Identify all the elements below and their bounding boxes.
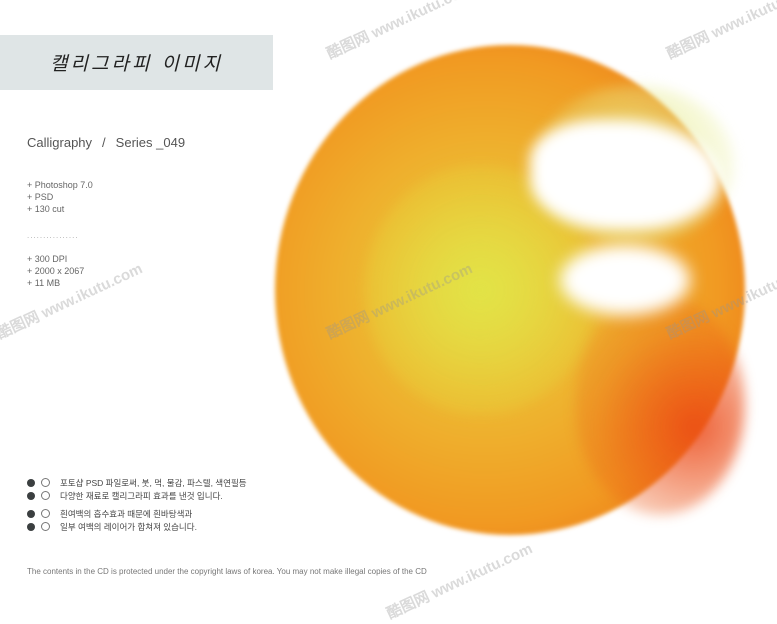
series-name: Series _049 bbox=[115, 135, 186, 150]
note-text: 흰여백의 흡수효과 때문에 흰바탕색과 bbox=[60, 508, 193, 519]
note-text: 포토샵 PSD 파일로써, 붓, 먹, 물감, 파스텔, 색연필등 bbox=[60, 477, 247, 488]
spec-item: + 2000 x 2067 bbox=[27, 266, 85, 276]
spec-item: + 11 MB bbox=[27, 278, 61, 288]
notes: 포토샵 PSD 파일로써, 붓, 먹, 물감, 파스텔, 색연필등 다양한 재료… bbox=[27, 476, 247, 533]
watermark: 酷图网 www.ikutu.com bbox=[384, 540, 536, 623]
bullet-empty-icon bbox=[41, 509, 50, 518]
copyright-notice: The contents in the CD is protected unde… bbox=[27, 567, 427, 576]
series-separator: / bbox=[102, 135, 106, 150]
note-row: 다양한 재료로 캘리그라피 효과를 낸것 입니다. bbox=[27, 489, 247, 502]
note-text: 다양한 재료로 캘리그라피 효과를 낸것 입니다. bbox=[60, 490, 223, 501]
note-row: 포토샵 PSD 파일로써, 붓, 먹, 물감, 파스텔, 색연필등 bbox=[27, 476, 247, 489]
bullet-empty-icon bbox=[41, 478, 50, 487]
bullet-filled-icon bbox=[27, 478, 35, 487]
series-heading: Calligraphy / Series _049 bbox=[27, 135, 185, 150]
page-title: 캘리그라피 이미지 bbox=[50, 53, 223, 75]
spec-item: + 130 cut bbox=[27, 204, 65, 214]
dotted-divider: ................ bbox=[27, 231, 79, 240]
bullet-filled-icon bbox=[27, 491, 35, 500]
spec-list-file: + 300 DPI + 2000 x 2067 + 11 MB bbox=[27, 253, 84, 289]
series-category: Calligraphy bbox=[27, 135, 93, 150]
note-row: 일부 여백의 레이어가 합쳐져 있습니다. bbox=[27, 520, 247, 533]
note-text: 일부 여백의 레이어가 합쳐져 있습니다. bbox=[60, 521, 197, 532]
spec-list-software: + Photoshop 7.0 + PSD + 130 cut bbox=[27, 179, 93, 215]
watercolor-circle-image bbox=[275, 45, 750, 540]
note-row: 흰여백의 흡수효과 때문에 흰바탕색과 bbox=[27, 507, 247, 520]
bullet-empty-icon bbox=[41, 491, 50, 500]
spec-item: + Photoshop 7.0 bbox=[27, 180, 93, 190]
bullet-filled-icon bbox=[27, 509, 35, 518]
title-band: 캘리그라피 이미지 bbox=[0, 35, 273, 90]
bullet-empty-icon bbox=[41, 522, 50, 531]
spec-item: + PSD bbox=[27, 192, 54, 202]
spec-item: + 300 DPI bbox=[27, 254, 68, 264]
bullet-filled-icon bbox=[27, 522, 35, 531]
